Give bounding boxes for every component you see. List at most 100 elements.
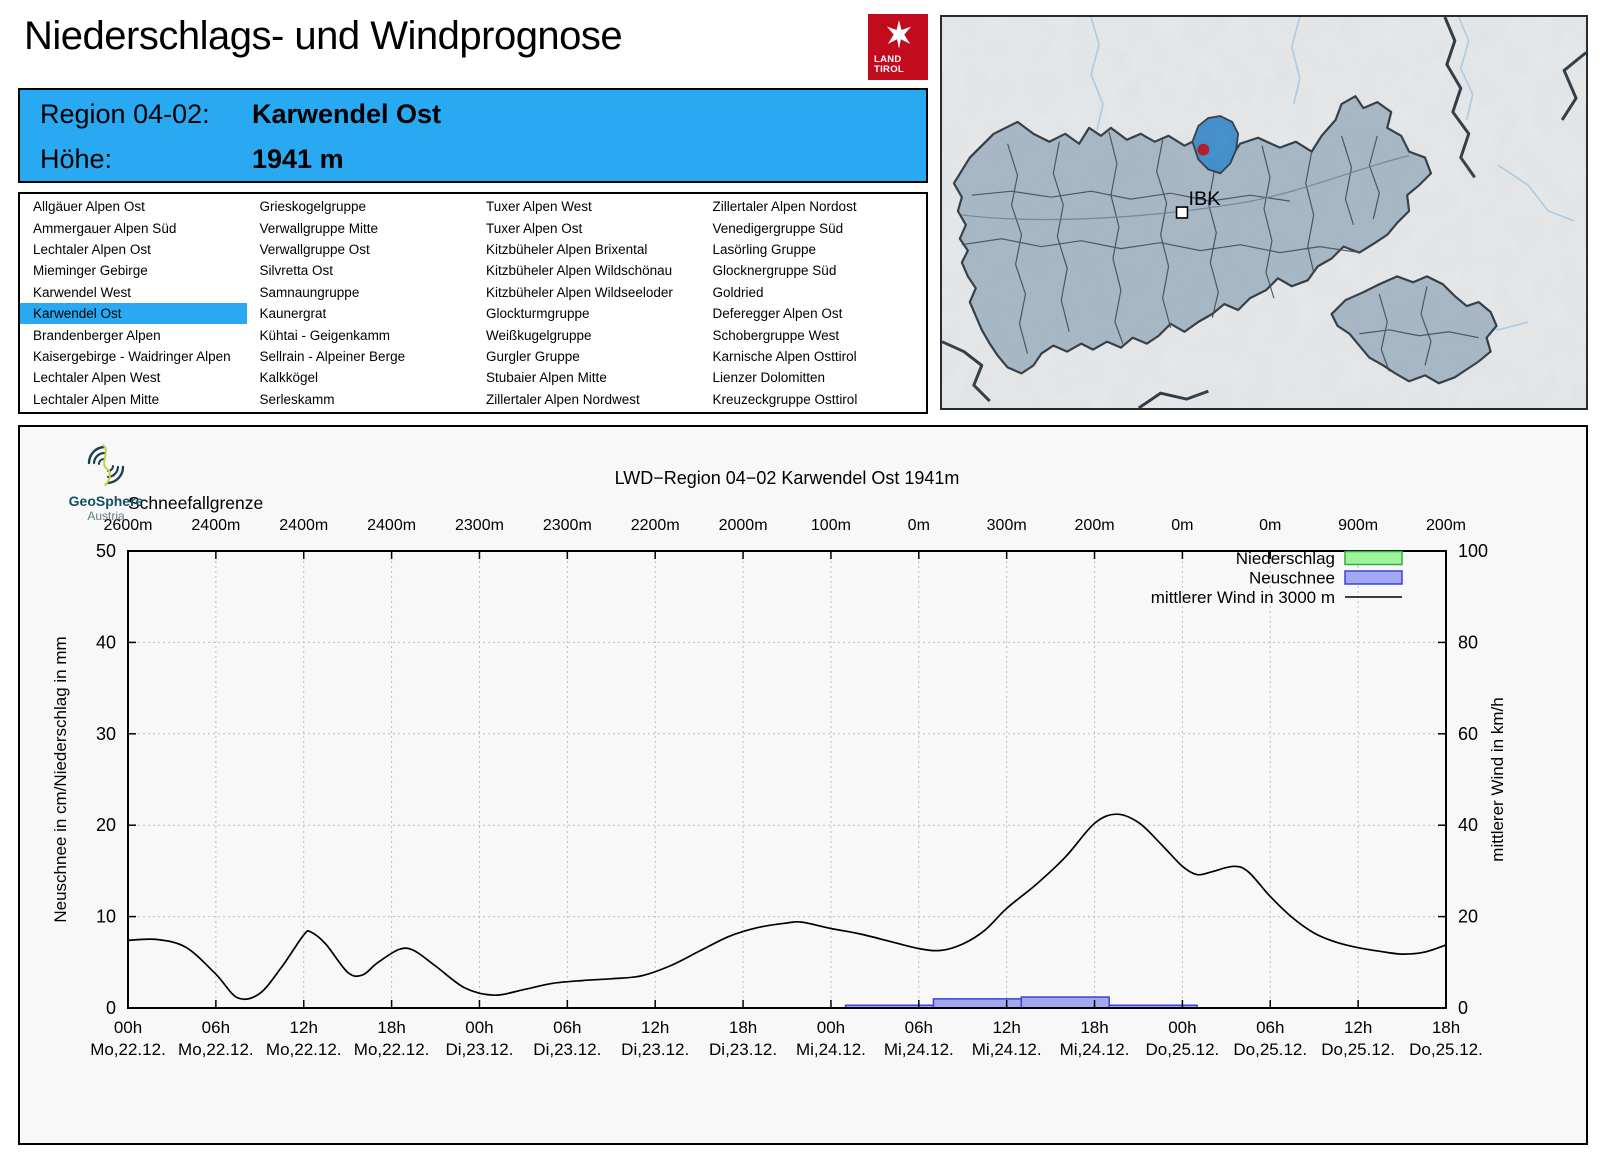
region-list-item[interactable]: Lasörling Gruppe [712,241,817,257]
region-list-item[interactable]: Kalkkögel [259,370,319,386]
region-list-item[interactable]: Zillertaler Alpen Nordwest [486,391,640,407]
snowline-value: 0m [908,517,930,534]
geosphere-subname: Austria [87,509,125,523]
geosphere-swirl-icon [87,444,125,486]
region-list-item[interactable]: Tuxer Alpen Ost [486,220,583,236]
region-list-item[interactable]: Weißkugelgruppe [486,327,592,343]
x-date-label: Mo,22.12. [266,1040,342,1059]
x-date-label: Do,25.12. [1409,1040,1483,1059]
x-hour-label: 18h [377,1018,405,1037]
x-date-label: Di,23.12. [445,1040,513,1059]
region-list-item[interactable]: Kitzbüheler Alpen Wildseeloder [486,284,673,300]
chart-title: LWD−Region 04−02 Karwendel Ost 1941m [615,468,960,488]
region-list-item[interactable]: Venedigergruppe Süd [712,220,844,236]
x-hour-label: 12h [1344,1018,1372,1037]
right-axis-tick-label: 100 [1458,541,1488,561]
legend-label: mittlerer Wind in 3000 m [1151,588,1335,607]
region-list-item[interactable]: Karwendel Ost [20,302,247,325]
geosphere-logo: GeoSphere Austria [50,443,162,523]
tirol-map: IBK [942,17,1586,408]
snowline-value: 300m [987,517,1027,534]
region-list-item[interactable]: Kaisergebirge - Waidringer Alpen [33,348,231,364]
x-hour-label: 00h [1168,1018,1196,1037]
land-tirol-logo: LAND TIROL [868,14,928,80]
region-list-item[interactable]: Gurgler Gruppe [486,348,580,364]
x-date-label: Mi,24.12. [1060,1040,1130,1059]
left-axis-tick-label: 50 [96,541,116,561]
left-axis-tick-label: 40 [96,632,116,652]
region-list-item[interactable]: Kreuzeckgruppe Osttirol [712,391,858,407]
region-list-item[interactable]: Lechtaler Alpen Ost [33,241,151,257]
right-axis-tick-label: 0 [1458,998,1468,1018]
region-list-item[interactable]: Stubaier Alpen Mitte [486,370,607,386]
region-list-item[interactable]: Serleskamm [259,391,335,407]
x-date-label: Mi,24.12. [884,1040,954,1059]
neuschnee-bar [1020,996,1110,1009]
region-list-item[interactable]: Kitzbüheler Alpen Brixental [486,241,648,257]
snowline-value: 100m [811,517,851,534]
region-list-item[interactable]: Lechtaler Alpen Mitte [33,391,160,407]
region-list-item[interactable]: Lienzer Dolomitten [712,370,826,386]
neuschnee-bar [932,998,1023,1009]
x-date-label: Mo,22.12. [178,1040,254,1059]
region-list-item[interactable]: Lechtaler Alpen West [33,370,161,386]
region-list-item[interactable]: Samnaungruppe [259,284,360,300]
x-date-label: Mi,24.12. [796,1040,866,1059]
region-list-item[interactable]: Karnische Alpen Osttirol [712,348,857,364]
region-list-item[interactable]: Goldried [712,284,764,300]
snowline-label: Schneefallgrenze [128,493,263,513]
region-list-item[interactable]: Ammergauer Alpen Süd [33,220,177,236]
region-list-item[interactable]: Allgäuer Alpen Ost [33,199,145,215]
snowline-value: 2300m [455,517,504,534]
snowline-value: 2000m [719,517,768,534]
x-hour-label: 18h [1432,1018,1460,1037]
region-list-item[interactable]: Kaunergrat [259,306,327,322]
region-list-item[interactable]: Kühtai - Geigenkamm [259,327,391,343]
left-axis-tick-label: 20 [96,815,116,835]
region-list-item[interactable]: Sellrain - Alpeiner Berge [259,348,406,364]
tirol-map-panel[interactable]: IBK [940,15,1588,410]
forecast-chart-panel: GeoSphere Austria LWD−Region 04−02 Karwe… [18,425,1588,1145]
right-axis-title: mittlerer Wind in km/h [1488,697,1507,861]
x-date-label: Mo,22.12. [354,1040,430,1059]
region-list-item[interactable]: Glockturmgruppe [486,306,590,322]
right-axis-tick-label: 40 [1458,815,1478,835]
ibk-city-marker [1175,206,1189,219]
region-list-item[interactable]: Verwallgruppe Ost [259,241,370,257]
left-axis-tick-label: 0 [106,998,116,1018]
region-list-item[interactable]: Schobergruppe West [712,327,840,343]
region-list-item[interactable]: Karwendel West [33,284,132,300]
region-list-item[interactable]: Grieskogelgruppe [259,199,367,215]
plot-border [127,550,1447,1009]
region-list-item[interactable]: Glocknergruppe Süd [712,263,837,279]
region-list-item[interactable]: Brandenberger Alpen [33,327,161,343]
region-list-item[interactable]: Kitzbüheler Alpen Wildschönau [486,263,673,279]
legend-label: Neuschnee [1249,569,1335,588]
region-list-item[interactable]: Mieminger Gebirge [33,263,148,279]
x-date-label: Do,25.12. [1321,1040,1395,1059]
legend-swatch-niederschlag [1344,550,1403,566]
region-list-item[interactable]: Silvretta Ost [259,263,334,279]
x-date-label: Do,25.12. [1233,1040,1307,1059]
x-hour-label: 00h [114,1018,142,1037]
tirol-eagle-icon [886,20,912,49]
legend-swatch-neuschnee [1344,570,1403,585]
map-hillshade-texture [942,17,1586,408]
left-axis-tick-label: 30 [96,724,116,744]
x-hour-label: 00h [465,1018,493,1037]
region-list-item[interactable]: Tuxer Alpen West [486,199,592,215]
right-axis-tick-label: 60 [1458,724,1478,744]
altitude-label: Höhe: [40,143,113,174]
altitude-value: 1941 m [252,143,344,174]
region-label: Region 04-02: [40,98,210,129]
map-city-label: IBK [1188,188,1220,210]
left-axis-title: Neuschnee in cm/Niederschlag in mm [51,636,70,922]
region-list-item[interactable]: Deferegger Alpen Ost [712,306,843,322]
region-list-item[interactable]: Zillertaler Alpen Nordost [712,199,857,215]
page-title: Niederschlags- und Windprognose [24,14,623,58]
region-value: Karwendel Ost [252,98,442,129]
snowline-value: 0m [1171,517,1193,534]
snowline-value: 2400m [367,517,416,534]
region-list-item[interactable]: Verwallgruppe Mitte [259,220,379,236]
